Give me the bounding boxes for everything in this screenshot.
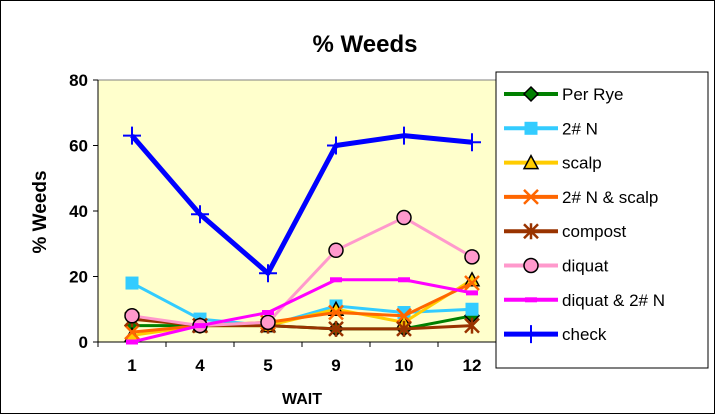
legend-label: diquat <box>562 257 609 276</box>
x-tick-label: 9 <box>331 356 340 375</box>
y-tick-label: 40 <box>69 202 88 221</box>
legend-item-2-n-scalp: 2# N & scalp <box>504 188 658 207</box>
data-point-2-n-scalp <box>328 304 344 321</box>
data-point-diquat-2-n <box>398 277 410 283</box>
series-diquat-2-n <box>126 277 478 345</box>
legend-label: diquat & 2# N <box>562 291 665 310</box>
x-tick-label: 12 <box>463 356 482 375</box>
data-point-check <box>123 126 141 145</box>
data-point-diquat <box>260 314 276 331</box>
legend-box <box>495 71 709 369</box>
data-point-check <box>327 136 345 155</box>
x-axis-label: WAIT <box>282 391 322 408</box>
data-point-diquat-2-n <box>126 339 138 345</box>
legend-marker <box>523 189 539 205</box>
legend-label: scalp <box>562 154 602 173</box>
series-line-diquat <box>131 216 473 328</box>
legend-item-compost: compost <box>504 222 627 241</box>
data-point-check <box>463 133 481 152</box>
legend-label: 2# N & scalp <box>562 188 658 207</box>
data-point-2-n-scalp <box>124 324 140 341</box>
series-layer <box>123 126 481 345</box>
data-point-compost <box>396 320 412 337</box>
series-line-diquat-2-n <box>131 278 473 344</box>
legend-marker <box>524 121 538 135</box>
series-line-2-n-scalp <box>131 281 473 334</box>
legend: Per Rye 2# N scalp 2# N & scalp compost diqua… <box>504 85 665 344</box>
x-tick-label: 5 <box>263 356 272 375</box>
data-point-2-n-scalp <box>396 307 412 324</box>
series-line-check <box>130 133 473 276</box>
legend-item-per-rye: Per Rye <box>504 85 623 104</box>
data-point-2-n-scalp <box>464 275 480 291</box>
axes: 0 20 40 60 80 1 4 5 9 10 12 <box>69 71 507 375</box>
data-point-2-n <box>125 276 139 290</box>
data-point-check <box>395 126 413 145</box>
x-tick-label: 4 <box>195 356 205 375</box>
chart-title: % Weeds <box>313 31 418 58</box>
data-point-diquat <box>328 242 344 259</box>
y-tick-label: 60 <box>69 137 88 156</box>
y-tick-label: 0 <box>79 333 88 352</box>
data-point-compost <box>464 317 480 334</box>
data-point-check <box>191 205 209 224</box>
legend-marker <box>522 85 540 103</box>
legend-label: 2# N <box>562 119 598 138</box>
legend-marker <box>523 257 539 274</box>
y-axis-label: % Weeds <box>30 170 51 253</box>
data-point-diquat-2-n <box>330 277 342 283</box>
x-tick-label: 10 <box>395 356 414 375</box>
legend-label: compost <box>562 222 627 241</box>
data-point-diquat-2-n <box>262 310 274 316</box>
legend-label: Per Rye <box>562 85 623 104</box>
legend-marker <box>522 325 540 344</box>
legend-marker <box>523 223 539 240</box>
data-point-diquat-2-n <box>466 290 478 296</box>
data-point-check <box>259 264 277 283</box>
data-point-diquat <box>464 249 480 265</box>
legend-item-2-n: 2# N <box>504 119 598 138</box>
legend-item-diquat-2-n: diquat & 2# N <box>504 291 665 310</box>
legend-item-scalp: scalp <box>504 154 602 173</box>
data-point-diquat <box>124 308 140 324</box>
legend-marker <box>522 154 540 170</box>
y-tick-label: 80 <box>69 71 88 90</box>
data-point-compost <box>328 320 344 337</box>
legend-item-check: check <box>504 325 607 344</box>
legend-item-diquat: diquat <box>504 257 609 276</box>
data-point-diquat-2-n <box>194 323 206 329</box>
data-point-2-n <box>465 302 479 316</box>
y-tick-label: 20 <box>69 268 88 287</box>
x-tick-label: 1 <box>127 356 136 375</box>
series-check <box>123 126 481 283</box>
data-point-diquat <box>396 209 412 226</box>
legend-label: check <box>562 325 607 344</box>
legend-marker <box>525 297 537 303</box>
